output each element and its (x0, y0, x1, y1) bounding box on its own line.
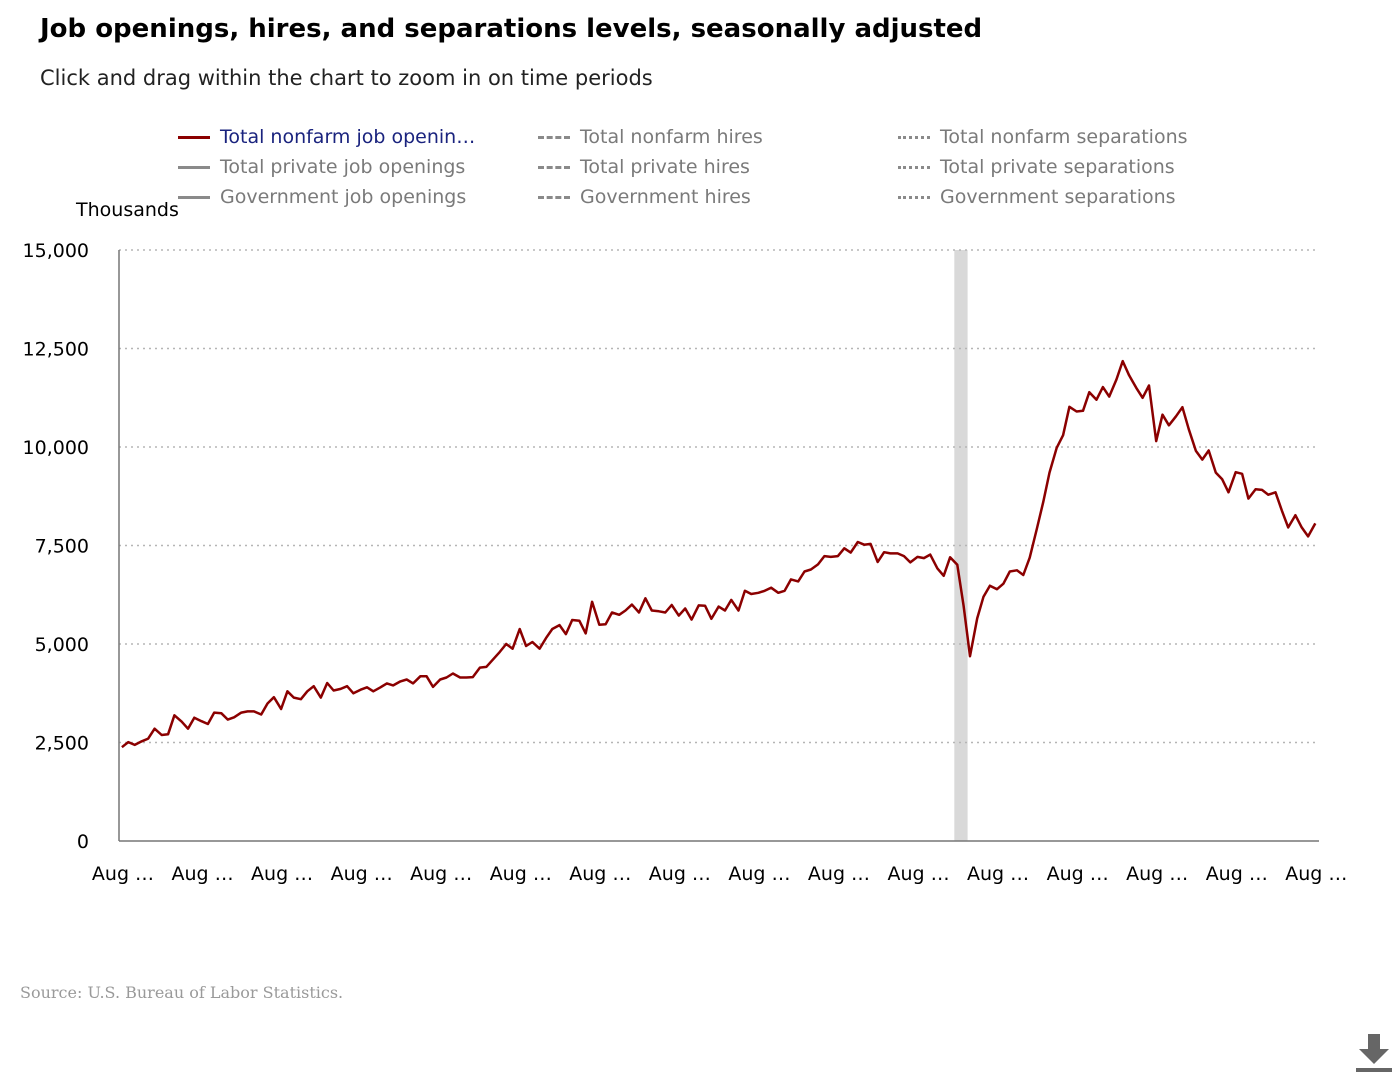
download-icon (1356, 1034, 1392, 1072)
line-chart-plot-area[interactable]: 0 2,500 5,000 7,500 10,000 12,500 15,000 Aug … A… (0, 0, 1400, 920)
legend-swatch (538, 165, 570, 169)
x-tick-label: Aug … (251, 863, 313, 885)
legend-swatch (538, 195, 570, 199)
legend-swatch (898, 165, 930, 169)
legend-label: Government hires (580, 186, 751, 208)
legend-item-government-job-openings[interactable]: Government job openings (178, 182, 466, 212)
legend-item-government-separations[interactable]: Government separations (898, 182, 1176, 212)
legend-item-total-nonfarm-hires[interactable]: Total nonfarm hires (538, 122, 763, 152)
chart-title: Job openings, hires, and separations lev… (40, 14, 983, 44)
y-axis-label: Thousands (76, 199, 179, 221)
legend-swatch (178, 135, 210, 139)
x-tick-label: Aug … (728, 863, 790, 885)
legend-item-total-private-job-openings[interactable]: Total private job openings (178, 152, 465, 182)
legend-label: Government separations (940, 186, 1176, 208)
legend-swatch (538, 135, 570, 139)
x-tick-label: Aug … (887, 863, 949, 885)
chart-subtitle: Click and drag within the chart to zoom … (40, 66, 653, 90)
legend: Total nonfarm job openin… Total nonfarm … (178, 122, 1258, 218)
x-tick-label: Aug … (490, 863, 552, 885)
y-tick-label: 2,500 (35, 733, 89, 755)
x-tick-label: Aug … (171, 863, 233, 885)
legend-swatch (178, 165, 210, 169)
legend-item-total-private-separations[interactable]: Total private separations (898, 152, 1175, 182)
legend-label: Total nonfarm job openin… (220, 126, 476, 148)
x-tick-label: Aug … (967, 863, 1029, 885)
x-tick-label: Aug … (1285, 863, 1347, 885)
x-tick-label: Aug … (649, 863, 711, 885)
x-tick-label: Aug … (569, 863, 631, 885)
download-button[interactable] (1352, 1030, 1396, 1074)
legend-label: Total nonfarm hires (580, 126, 763, 148)
legend-label: Total nonfarm separations (940, 126, 1188, 148)
legend-swatch (898, 195, 930, 199)
legend-label: Government job openings (220, 186, 467, 208)
legend-item-total-private-hires[interactable]: Total private hires (538, 152, 750, 182)
legend-label: Total private separations (940, 156, 1175, 178)
x-tick-label: Aug … (410, 863, 472, 885)
legend-item-total-nonfarm-separations[interactable]: Total nonfarm separations (898, 122, 1188, 152)
y-tick-label: 10,000 (23, 437, 89, 459)
x-tick-label: Aug … (331, 863, 393, 885)
x-tick-label: Aug … (1206, 863, 1268, 885)
legend-item-government-hires[interactable]: Government hires (538, 182, 751, 212)
source-note: Source: U.S. Bureau of Labor Statistics. (20, 983, 344, 1002)
legend-label: Total private hires (580, 156, 750, 178)
y-tick-label: 7,500 (35, 536, 89, 558)
x-tick-label: Aug … (1047, 863, 1109, 885)
x-tick-label: Aug … (808, 863, 870, 885)
legend-item-total-nonfarm-job-openings[interactable]: Total nonfarm job openin… (178, 122, 475, 152)
legend-label: Total private job openings (220, 156, 466, 178)
y-tick-label: 5,000 (35, 634, 89, 656)
y-tick-label: 15,000 (23, 240, 89, 262)
legend-swatch (178, 195, 210, 199)
y-tick-label: 0 (77, 831, 89, 853)
legend-swatch (898, 135, 930, 139)
x-tick-label: Aug … (92, 863, 154, 885)
y-tick-label: 12,500 (23, 339, 89, 361)
series-line-total-nonfarm-job-openings (121, 359, 1317, 749)
x-tick-label: Aug … (1126, 863, 1188, 885)
